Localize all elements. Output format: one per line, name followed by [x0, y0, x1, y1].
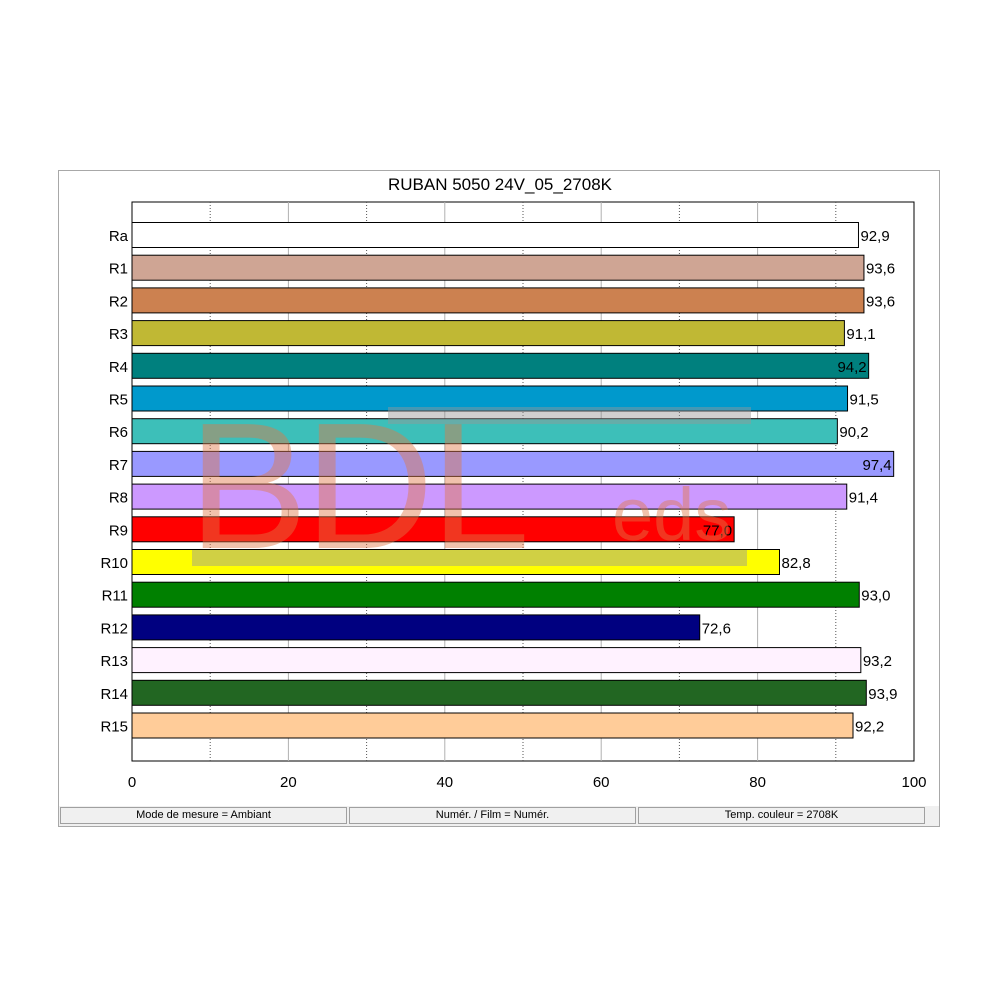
- bar: [131, 418, 838, 445]
- category-label: R2: [109, 293, 128, 310]
- bar: [131, 483, 848, 510]
- status-mode: Mode de mesure = Ambiant: [60, 807, 347, 824]
- x-tick-label: 40: [436, 774, 453, 791]
- category-label: R3: [109, 326, 128, 343]
- x-tick-label: 60: [593, 774, 610, 791]
- bar: [131, 712, 854, 739]
- category-label: R4: [109, 359, 128, 376]
- category-label: R1: [109, 261, 128, 278]
- value-label: 93,6: [866, 261, 895, 278]
- category-label: R14: [100, 686, 128, 703]
- value-label: 94,2: [837, 359, 866, 376]
- chart-title: RUBAN 5050 24V_05_2708K: [388, 175, 613, 194]
- label-layer: Ra 92,9 R1 93,6 R2 93,6 R3 91,1 R4 94,2 R5 91,5 R6 90…: [100, 228, 897, 736]
- tick-layer: 0 20 40 60 80 100: [128, 774, 927, 791]
- value-label: 91,5: [850, 392, 879, 409]
- value-label: 91,4: [849, 490, 878, 507]
- bar: [131, 647, 862, 674]
- bar: [131, 450, 895, 477]
- bar-layer: [131, 222, 895, 739]
- category-label: R12: [100, 620, 128, 637]
- value-label: 72,6: [702, 620, 731, 637]
- bar: [131, 549, 780, 575]
- bar: [131, 222, 859, 248]
- status-temp: Temp. couleur = 2708K: [638, 807, 925, 824]
- value-label: 91,1: [846, 326, 875, 343]
- value-label: 97,4: [862, 457, 891, 474]
- category-label: R11: [102, 588, 128, 605]
- value-label: 93,9: [868, 686, 897, 703]
- bar: [131, 581, 860, 608]
- bar: [131, 614, 701, 641]
- category-label: R9: [109, 522, 128, 539]
- value-label: 77,0: [703, 522, 732, 539]
- bar: [131, 287, 865, 314]
- bar: [131, 385, 849, 412]
- value-label: 90,2: [839, 424, 868, 441]
- value-label: 82,8: [781, 555, 810, 572]
- value-label: 93,6: [866, 293, 895, 310]
- value-label: 93,0: [861, 588, 890, 605]
- category-label: R13: [100, 653, 128, 670]
- x-tick-label: 20: [280, 774, 297, 791]
- bar: [131, 352, 870, 379]
- x-tick-label: 80: [749, 774, 766, 791]
- x-tick-label: 0: [128, 774, 136, 791]
- value-label: 92,2: [855, 719, 884, 736]
- category-label: R6: [109, 424, 128, 441]
- bar: [131, 679, 867, 706]
- category-label: R8: [109, 490, 128, 507]
- bar: [131, 254, 865, 281]
- value-label: 92,9: [860, 228, 889, 245]
- category-label: R15: [100, 719, 128, 736]
- bar: [131, 320, 845, 347]
- category-label: Ra: [109, 228, 129, 245]
- status-film: Numér. / Film = Numér.: [349, 807, 636, 824]
- category-label: R5: [109, 392, 128, 409]
- category-label: R10: [100, 555, 128, 572]
- status-bar: Mode de mesure = Ambiant Numér. / Film =…: [59, 806, 939, 826]
- bar: [131, 516, 735, 543]
- category-label: R7: [109, 457, 128, 474]
- x-tick-label: 100: [901, 774, 926, 791]
- value-label: 93,2: [863, 653, 892, 670]
